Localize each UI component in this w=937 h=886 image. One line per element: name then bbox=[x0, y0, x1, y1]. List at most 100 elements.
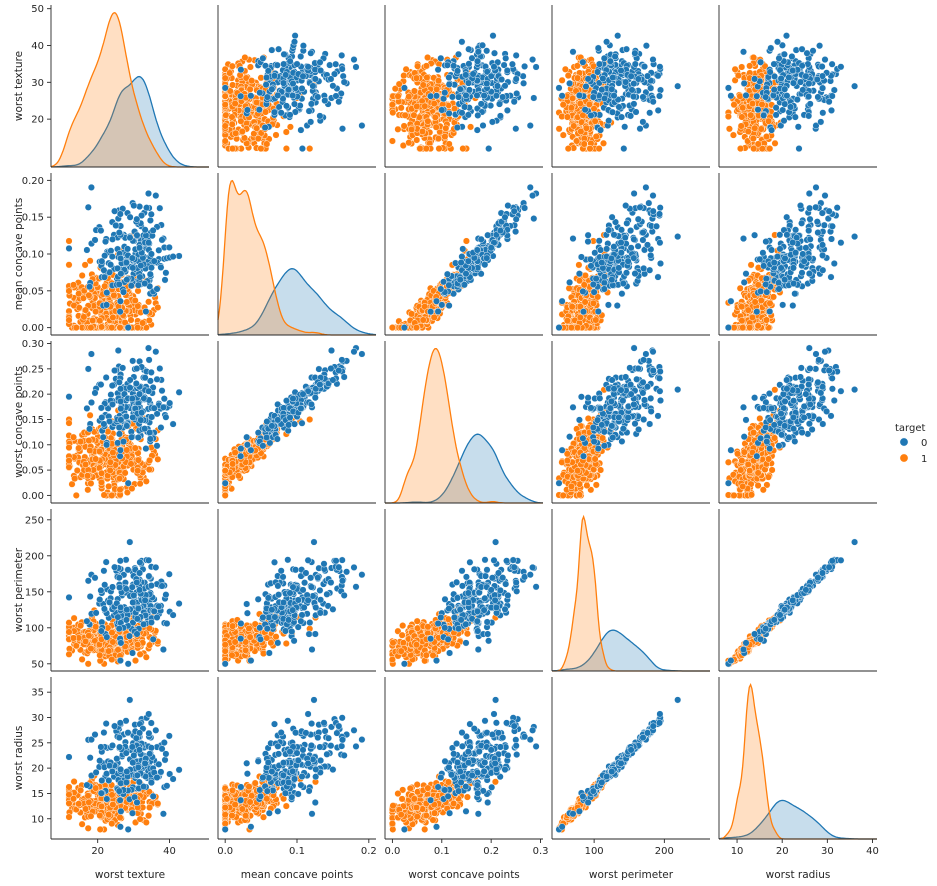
scatter-point-class-1 bbox=[87, 479, 95, 487]
scatter-point-class-0 bbox=[630, 100, 638, 108]
scatter-point-class-1 bbox=[467, 123, 475, 131]
scatter-point-class-0 bbox=[307, 49, 315, 57]
scatter-point-class-1 bbox=[746, 324, 754, 332]
scatter-point-class-1 bbox=[462, 237, 470, 245]
scatter-point-class-0 bbox=[117, 254, 125, 262]
scatter-point-class-0 bbox=[654, 273, 662, 281]
scatter-point-class-0 bbox=[793, 96, 801, 104]
scatter-point-class-0 bbox=[819, 266, 827, 274]
scatter-point-class-0 bbox=[464, 257, 472, 265]
scatter-point-class-1 bbox=[100, 491, 108, 499]
scatter-point-class-0 bbox=[462, 91, 470, 99]
scatter-point-class-0 bbox=[582, 82, 590, 91]
scatter-point-class-0 bbox=[147, 250, 155, 258]
scatter-point-class-0 bbox=[157, 263, 165, 271]
scatter-point-class-0 bbox=[432, 92, 441, 100]
scatter-point-class-1 bbox=[725, 125, 733, 133]
scatter-point-class-0 bbox=[776, 245, 784, 253]
scatter-point-class-1 bbox=[145, 316, 153, 324]
scatter-point-class-0 bbox=[654, 72, 662, 80]
scatter-point-class-0 bbox=[290, 38, 299, 46]
scatter-point-class-0 bbox=[169, 253, 177, 261]
scatter-point-class-0 bbox=[828, 60, 836, 68]
scatter-point-class-1 bbox=[567, 104, 575, 112]
scatter-point-class-1 bbox=[108, 324, 116, 332]
scatter-point-class-1 bbox=[246, 63, 254, 71]
scatter-point-class-0 bbox=[754, 106, 762, 114]
scatter-point-class-0 bbox=[782, 32, 791, 40]
scatter-point-class-0 bbox=[645, 199, 653, 207]
scatter-point-class-0 bbox=[630, 235, 638, 243]
y-tick-label: 0.10 bbox=[22, 250, 44, 261]
scatter-point-class-0 bbox=[634, 242, 642, 250]
scatter-point-class-1 bbox=[419, 81, 427, 89]
scatter-point-class-0 bbox=[458, 253, 466, 261]
scatter-point-class-1 bbox=[388, 324, 396, 332]
scatter-point-class-0 bbox=[627, 227, 635, 235]
scatter-point-class-0 bbox=[155, 246, 163, 254]
scatter-point-class-1 bbox=[85, 291, 93, 299]
scatter-point-class-0 bbox=[581, 106, 589, 114]
scatter-point-class-0 bbox=[569, 235, 577, 243]
scatter-point-class-0 bbox=[805, 93, 813, 101]
scatter-point-class-1 bbox=[65, 463, 73, 471]
scatter-point-class-0 bbox=[623, 219, 631, 227]
scatter-point-class-0 bbox=[443, 61, 451, 69]
scatter-point-class-0 bbox=[456, 85, 464, 93]
scatter-point-class-0 bbox=[502, 54, 510, 62]
scatter-point-class-0 bbox=[621, 123, 629, 131]
scatter-point-class-0 bbox=[147, 264, 155, 272]
scatter-point-class-1 bbox=[228, 113, 236, 121]
scatter-point-class-0 bbox=[270, 72, 279, 80]
scatter-point-class-0 bbox=[575, 270, 583, 278]
scatter-point-class-1 bbox=[771, 139, 779, 147]
scatter-point-class-0 bbox=[83, 246, 91, 254]
scatter-point-class-0 bbox=[289, 80, 297, 88]
scatter-point-class-1 bbox=[254, 135, 262, 143]
scatter-point-class-1 bbox=[87, 324, 95, 332]
scatter-point-class-0 bbox=[770, 60, 778, 68]
scatter-point-class-1 bbox=[555, 125, 563, 133]
scatter-point-class-1 bbox=[85, 437, 93, 445]
scatter-point-class-0 bbox=[649, 56, 657, 64]
scatter-point-class-0 bbox=[492, 92, 500, 100]
scatter-point-class-0 bbox=[649, 192, 657, 200]
scatter-point-class-0 bbox=[770, 259, 778, 267]
scatter-point-class-1 bbox=[65, 419, 73, 427]
scatter-point-class-0 bbox=[490, 63, 498, 71]
scatter-point-class-1 bbox=[434, 135, 443, 143]
scatter-point-class-1 bbox=[65, 287, 73, 295]
scatter-point-class-0 bbox=[480, 92, 488, 100]
scatter-point-class-0 bbox=[286, 57, 294, 65]
scatter-point-class-0 bbox=[237, 92, 245, 100]
scatter-point-class-0 bbox=[448, 93, 456, 101]
scatter-point-class-1 bbox=[563, 113, 571, 121]
scatter-point-class-0 bbox=[649, 98, 657, 106]
scatter-point-class-1 bbox=[221, 122, 229, 130]
scatter-point-class-0 bbox=[647, 251, 655, 259]
scatter-point-class-0 bbox=[820, 221, 828, 229]
scatter-point-class-0 bbox=[558, 92, 566, 100]
scatter-point-class-1 bbox=[75, 444, 83, 452]
scatter-point-class-0 bbox=[526, 183, 534, 191]
scatter-point-class-1 bbox=[401, 111, 409, 119]
scatter-point-class-0 bbox=[149, 226, 157, 234]
scatter-point-class-0 bbox=[135, 244, 144, 252]
scatter-point-class-0 bbox=[512, 75, 520, 83]
panel-worst_texture-vs-worst_concave_points bbox=[384, 5, 543, 168]
scatter-point-class-0 bbox=[757, 287, 765, 295]
scatter-point-class-0 bbox=[400, 84, 408, 92]
scatter-point-class-1 bbox=[82, 460, 90, 469]
scatter-point-class-0 bbox=[358, 122, 366, 130]
scatter-point-class-0 bbox=[619, 279, 627, 288]
scatter-point-class-1 bbox=[81, 261, 89, 269]
scatter-point-class-1 bbox=[253, 124, 261, 132]
scatter-point-class-0 bbox=[427, 308, 435, 316]
scatter-point-class-1 bbox=[257, 145, 265, 153]
scatter-point-class-0 bbox=[627, 244, 635, 252]
scatter-point-class-0 bbox=[825, 98, 833, 106]
kde-line-class-0 bbox=[50, 75, 209, 168]
scatter-point-class-1 bbox=[751, 298, 759, 306]
scatter-point-class-0 bbox=[618, 113, 626, 121]
scatter-point-class-0 bbox=[142, 307, 150, 316]
